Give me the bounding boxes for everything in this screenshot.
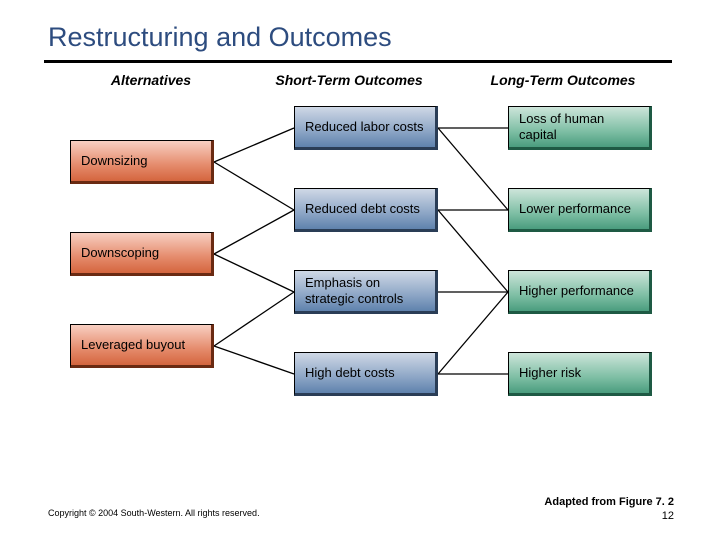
header-short-term: Short-Term Outcomes	[242, 72, 456, 88]
adapted-text: Adapted from Figure 7. 2	[544, 496, 674, 508]
short-term-box-2: Emphasis on strategic controls	[294, 270, 438, 314]
column-headers-row: Alternatives Short-Term Outcomes Long-Te…	[60, 72, 670, 88]
long-term-box-0: Loss of human capital	[508, 106, 652, 150]
long-term-box-1: Lower performance	[508, 188, 652, 232]
alternative-box-2: Leveraged buyout	[70, 324, 214, 368]
alternative-box-1: Downscoping	[70, 232, 214, 276]
header-alternatives: Alternatives	[60, 72, 242, 88]
slide-number: 12	[662, 510, 674, 522]
long-term-box-2: Higher performance	[508, 270, 652, 314]
alternative-box-0: Downsizing	[70, 140, 214, 184]
short-term-box-3: High debt costs	[294, 352, 438, 396]
short-term-box-0: Reduced labor costs	[294, 106, 438, 150]
diagram-box-layer: Downsizing Downscoping Leveraged buyout Red…	[44, 92, 674, 462]
copyright-text: Copyright © 2004 South-Western. All righ…	[48, 508, 260, 518]
short-term-box-1: Reduced debt costs	[294, 188, 438, 232]
long-term-box-3: Higher risk	[508, 352, 652, 396]
header-long-term: Long-Term Outcomes	[456, 72, 670, 88]
title-underline	[44, 60, 672, 63]
page-title: Restructuring and Outcomes	[48, 22, 392, 53]
